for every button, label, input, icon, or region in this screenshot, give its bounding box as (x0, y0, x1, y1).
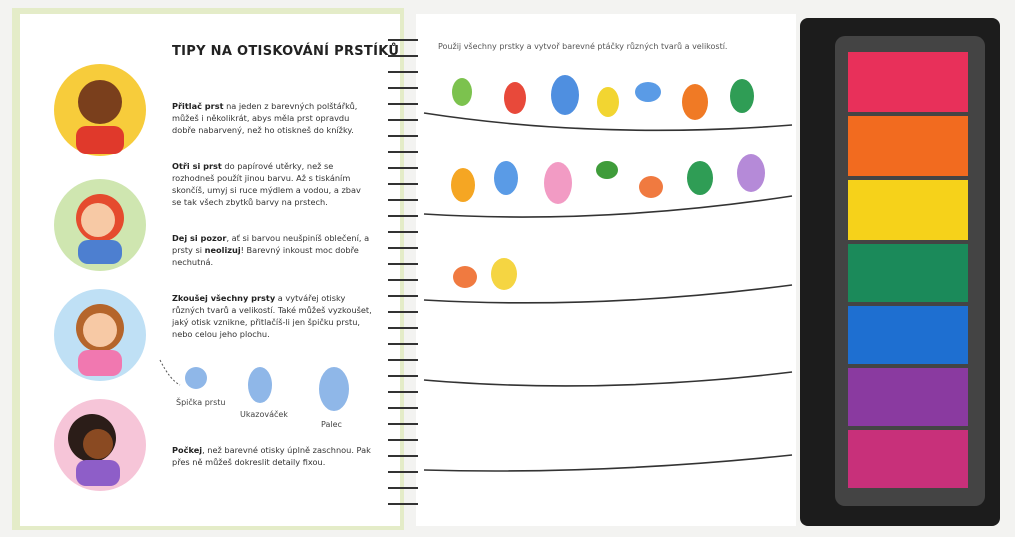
ink-pad (848, 52, 968, 112)
print-label: Ukazováček (240, 410, 288, 419)
instruction: Použij všechny prstky a vytvoř barevné p… (438, 42, 728, 51)
avatar-face (78, 80, 122, 124)
avatar-face (83, 429, 113, 459)
tip-text: do papírové utěrky, než se rozhodneš pou… (172, 161, 361, 207)
tip-text: na jeden z barevných polštářků, můžeš i … (172, 101, 358, 135)
tip: Zkoušej všechny prsty a vytvářej otisky … (172, 292, 372, 340)
tip-text: , než barevné otisky úplně zaschnou. Pak… (172, 445, 371, 467)
ink-pad (848, 430, 968, 488)
tip-text: ! Barevný inkoust moc dobře nechutná. (172, 245, 359, 267)
birds (451, 75, 765, 290)
avatar-body (76, 126, 124, 154)
tip-bold: neolizuj (204, 245, 241, 255)
avatar-body (76, 460, 120, 486)
tip-bold: Zkoušej všechny prsty (172, 293, 276, 303)
tip-bold: Přitlač prst (172, 101, 224, 111)
tip: Dej si pozor, ať si barvou neušpiníš obl… (172, 232, 372, 268)
fingerprint (248, 367, 272, 403)
avatar-body (78, 240, 122, 264)
tip: Otři si prst do papírové utěrky, než se … (172, 160, 372, 208)
avatar-face (81, 203, 115, 237)
tip-bold: Dej si pozor (172, 233, 227, 243)
ink-pad (848, 180, 968, 240)
ink-pad (848, 116, 968, 176)
tip: Počkej, než barevné otisky úplně zaschno… (172, 444, 372, 468)
title: TIPY NA OTISKOVÁNÍ PRSTÍKŮ (172, 44, 400, 59)
ink-pad (848, 368, 968, 426)
tip-text: a vytvářej otisky různých tvarů a veliko… (172, 293, 372, 339)
draw-lines (423, 112, 793, 472)
fingerprint (319, 367, 349, 411)
fingerprint (185, 367, 207, 389)
avatar-face (83, 313, 117, 347)
tip-text: , ať si barvou neušpiníš oblečení, a prs… (172, 233, 370, 255)
tip-bold: Otři si prst (172, 161, 222, 171)
avatar-body (78, 350, 122, 376)
print-label: Palec (321, 420, 342, 429)
ink-pad (848, 306, 968, 364)
tip: Přitlač prst na jeden z barevných polštá… (172, 100, 372, 136)
spiral (388, 39, 418, 505)
print-label: Špička prstu (176, 398, 226, 407)
tip-bold: Počkej (172, 445, 203, 455)
ink-pad (848, 244, 968, 302)
